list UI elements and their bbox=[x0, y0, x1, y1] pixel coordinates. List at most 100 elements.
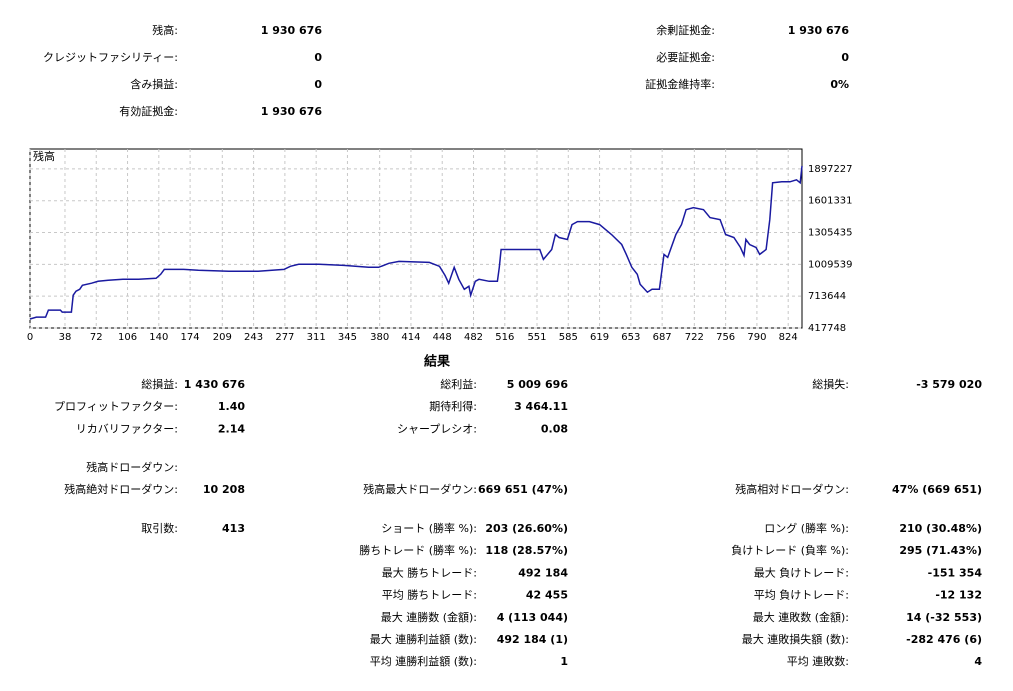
x-tick-label: 140 bbox=[149, 332, 168, 343]
field-value: 203 (26.60%) bbox=[485, 522, 568, 535]
x-tick-label: 311 bbox=[307, 332, 326, 343]
field-value: 669 651 (47%) bbox=[478, 483, 568, 496]
field-value: 0 bbox=[314, 78, 322, 91]
field-value: 1 930 676 bbox=[261, 24, 323, 37]
x-tick-label: 482 bbox=[464, 332, 483, 343]
field-label: ショート (勝率 %): bbox=[381, 521, 477, 535]
field-value: 492 184 bbox=[518, 566, 568, 579]
field-value: 1 430 676 bbox=[184, 378, 246, 391]
balance-line bbox=[29, 165, 803, 320]
field-value: 413 bbox=[222, 522, 245, 535]
y-tick-label: 713644 bbox=[808, 291, 846, 302]
x-tick-label: 756 bbox=[716, 332, 735, 343]
x-tick-label: 277 bbox=[275, 332, 294, 343]
field-label: 総利益: bbox=[440, 377, 477, 391]
field-label: 余剰証拠金: bbox=[656, 23, 715, 37]
x-tick-label: 619 bbox=[590, 332, 609, 343]
x-tick-label: 585 bbox=[559, 332, 578, 343]
field-label: 残高相対ドローダウン: bbox=[735, 482, 849, 496]
x-tick-label: 106 bbox=[118, 332, 137, 343]
field-label: 証拠金維持率: bbox=[645, 77, 715, 91]
field-value: 295 (71.43%) bbox=[899, 544, 982, 557]
field-value: 118 (28.57%) bbox=[485, 544, 568, 557]
field-value: 1 bbox=[560, 655, 568, 668]
y-tick-label: 1009539 bbox=[808, 259, 853, 270]
field-value: 5 009 696 bbox=[507, 378, 569, 391]
results-title: 結果 bbox=[424, 354, 450, 370]
field-label: 最大 連敗数 (金額): bbox=[753, 610, 849, 624]
field-value: -3 579 020 bbox=[916, 378, 982, 391]
field-value: -12 132 bbox=[935, 589, 982, 602]
field-label: 負けトレード (負率 %): bbox=[731, 543, 849, 557]
x-tick-label: 209 bbox=[213, 332, 232, 343]
y-tick-label: 1601331 bbox=[808, 196, 853, 207]
field-label: 平均 負けトレード: bbox=[754, 589, 849, 602]
field-value: 492 184 (1) bbox=[497, 633, 568, 646]
chart-title: 残高 bbox=[33, 149, 55, 163]
field-value: 0.08 bbox=[541, 422, 568, 435]
field-value: 1 930 676 bbox=[788, 24, 850, 37]
x-tick-label: 345 bbox=[338, 332, 357, 343]
field-label: 最大 連勝数 (金額): bbox=[381, 610, 477, 624]
field-value: 1.40 bbox=[218, 400, 245, 413]
x-tick-label: 174 bbox=[181, 332, 200, 343]
field-label: シャープレシオ: bbox=[397, 422, 477, 435]
field-value: 0 bbox=[314, 51, 322, 64]
field-value: 14 (-32 553) bbox=[906, 611, 982, 624]
x-tick-label: 790 bbox=[747, 332, 766, 343]
x-tick-label: 414 bbox=[401, 332, 420, 343]
field-label: 勝ちトレード (勝率 %): bbox=[359, 543, 477, 557]
field-label: 残高ドローダウン: bbox=[86, 460, 178, 474]
x-tick-label: 38 bbox=[59, 332, 72, 343]
field-value: 210 (30.48%) bbox=[899, 522, 982, 535]
field-label: 残高最大ドローダウン: bbox=[363, 482, 477, 496]
y-tick-label: 417748 bbox=[808, 323, 846, 334]
field-label: ロング (勝率 %): bbox=[764, 521, 849, 535]
field-value: 3 464.11 bbox=[514, 400, 568, 413]
field-label: プロフィットファクター: bbox=[54, 400, 178, 413]
x-tick-label: 380 bbox=[370, 332, 389, 343]
field-value: 4 (113 044) bbox=[497, 611, 568, 624]
x-tick-label: 687 bbox=[653, 332, 672, 343]
field-label: 取引数: bbox=[141, 521, 178, 535]
field-label: 平均 連敗数: bbox=[787, 654, 849, 668]
field-label: 総損益: bbox=[141, 377, 178, 391]
field-value: 0% bbox=[830, 78, 849, 91]
y-tick-label: 1897227 bbox=[808, 164, 853, 175]
field-label: 総損失: bbox=[812, 377, 849, 391]
x-tick-label: 516 bbox=[495, 332, 514, 343]
field-label: 最大 連敗損失額 (数): bbox=[742, 632, 849, 646]
plot-frame bbox=[29, 148, 803, 329]
x-tick-label: 722 bbox=[685, 332, 704, 343]
field-label: 最大 勝ちトレード: bbox=[382, 565, 477, 579]
field-value: 0 bbox=[841, 51, 849, 64]
field-label: 有効証拠金: bbox=[119, 104, 178, 118]
field-label: 最大 負けトレード: bbox=[754, 565, 849, 579]
field-label: 含み損益: bbox=[130, 77, 178, 91]
field-value: 42 455 bbox=[526, 589, 568, 602]
x-tick-label: 653 bbox=[621, 332, 640, 343]
field-value: 47% (669 651) bbox=[892, 483, 982, 496]
x-tick-label: 551 bbox=[527, 332, 546, 343]
field-label: クレジットファシリティー: bbox=[43, 51, 178, 64]
x-tick-label: 448 bbox=[433, 332, 452, 343]
field-label: 最大 連勝利益額 (数): bbox=[370, 632, 477, 646]
field-value: -151 354 bbox=[928, 566, 983, 579]
x-tick-label: 824 bbox=[779, 332, 798, 343]
field-value: 1 930 676 bbox=[261, 105, 323, 118]
field-label: 平均 連勝利益額 (数): bbox=[370, 654, 477, 668]
field-label: 残高絶対ドローダウン: bbox=[64, 482, 178, 496]
field-label: 期待利得: bbox=[429, 399, 477, 413]
field-label: 残高: bbox=[152, 23, 178, 37]
x-tick-label: 72 bbox=[90, 332, 103, 343]
field-value: 10 208 bbox=[203, 483, 245, 496]
field-value: -282 476 (6) bbox=[906, 633, 982, 646]
field-value: 4 bbox=[974, 655, 982, 668]
x-tick-label: 0 bbox=[27, 332, 33, 343]
field-label: 平均 勝ちトレード: bbox=[382, 588, 477, 602]
field-value: 2.14 bbox=[218, 422, 245, 435]
y-tick-label: 1305435 bbox=[808, 228, 853, 239]
field-label: 必要証拠金: bbox=[656, 50, 715, 64]
